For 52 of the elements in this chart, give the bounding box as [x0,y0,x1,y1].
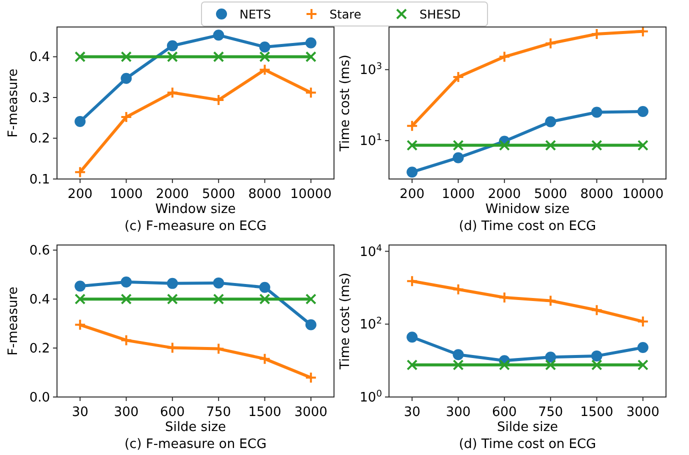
x-tick-label: 8000 [248,187,282,202]
x-tick-label: 600 [492,405,517,420]
x-tick-label: 200 [68,187,92,202]
y-tick-label: 10$^{2}$ [360,316,382,333]
x-tick-label: 30 [72,405,88,420]
legend-label: NETS [240,8,272,22]
y-tick-label: 0.0 [29,390,50,406]
legend-label: SHESD [420,8,461,22]
x-tick-label: 600 [160,405,185,420]
y-tick-label: 10$^{3}$ [360,62,382,78]
y-tick-label: 0.4 [29,50,50,66]
y-tick-label: 0.2 [29,342,50,357]
x-tick-label: 750 [206,405,231,420]
text: (d) Time cost on ECG [458,437,596,452]
x-axis-title: Window size [155,202,236,217]
x-axis-title: Winidow size [485,202,570,217]
x-tick-label: 300 [114,405,139,420]
text: (c) F-measure on ECG [124,437,267,452]
y-tick-label: 0.4 [29,292,50,308]
legend-label: Stare [330,8,362,22]
y-tick-label: 10$^{1}$ [360,133,382,150]
x-tick-label: 2000 [488,187,521,202]
x-tick-label: 1000 [442,187,475,202]
y-tick-label: 0.6 [29,244,50,259]
x-tick-label: 750 [538,405,563,420]
y-tick-label: 10$^{4}$ [360,244,382,260]
x-tick-label: 2000 [156,187,189,202]
x-tick-label: 300 [446,405,471,420]
x-tick-label: 8000 [580,187,614,202]
text: (d) Time cost on ECG [458,219,596,234]
y-tick-label: 0.3 [29,91,50,106]
y-tick-label: 0.2 [29,132,50,147]
x-axis-title: Silde size [164,420,226,435]
y-axis-title: F-measure [6,68,21,138]
y-tick-label: 0.1 [29,172,50,188]
x-tick-label: 3000 [294,405,328,420]
y-axis-title: Time cost (ms) [338,54,353,152]
x-tick-label: 5000 [202,187,236,202]
x-axis-title: Silde size [496,420,558,435]
x-tick-label: 5000 [534,187,568,202]
y-axis-title: Time cost (ms) [338,272,353,370]
y-axis-title: F-measure [6,286,21,356]
text: (c) F-measure on ECG [124,219,267,234]
x-tick-label: 1000 [110,187,143,202]
x-tick-label: 10000 [622,187,664,202]
y-tick-label: 10$^{0}$ [360,390,382,406]
x-tick-label: 1500 [580,405,614,420]
x-tick-label: 200 [400,187,424,202]
x-tick-label: 10000 [290,187,332,202]
x-tick-label: 30 [404,405,420,420]
x-tick-label: 1500 [248,405,282,420]
x-tick-label: 3000 [626,405,660,420]
